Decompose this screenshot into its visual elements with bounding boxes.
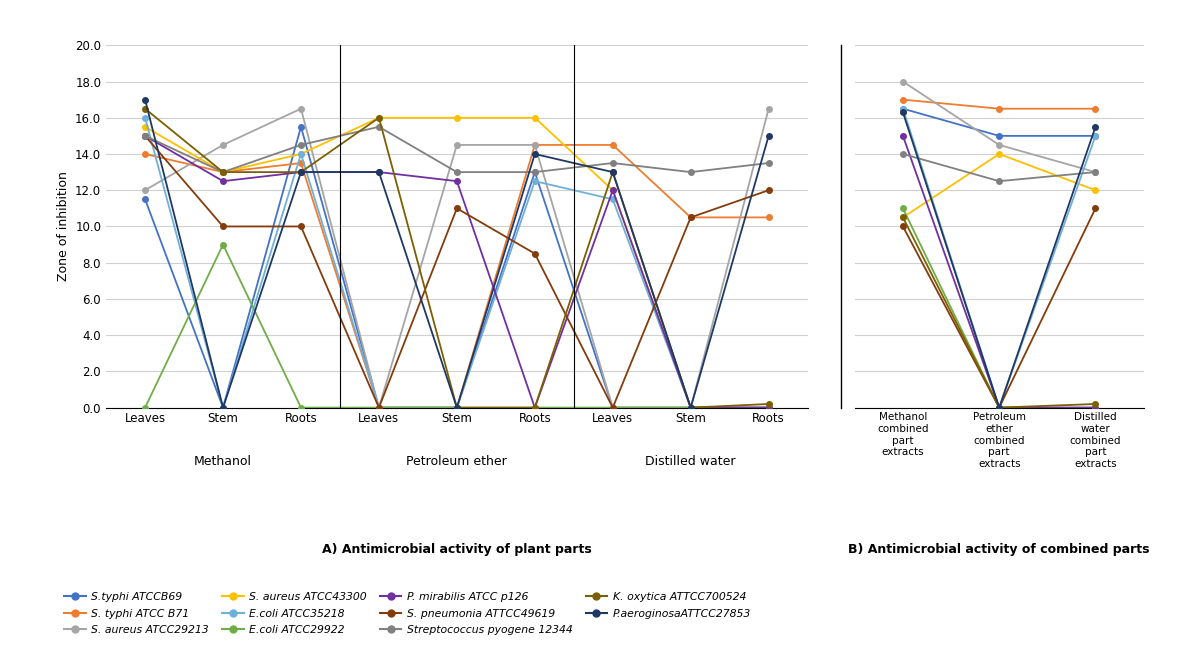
Y-axis label: Zone of inhibition: Zone of inhibition [57, 171, 70, 281]
Text: Methanol: Methanol [195, 455, 252, 468]
Text: Distilled water: Distilled water [645, 455, 736, 468]
Text: B) Antimicrobial activity of combined parts: B) Antimicrobial activity of combined pa… [849, 543, 1150, 556]
Text: Petroleum ether: Petroleum ether [407, 455, 507, 468]
Legend: S.typhi ATCCB69, S. typhi ATCC B71, S. aureus ATCC29213, S. aureus ATCC43300, E.: S.typhi ATCCB69, S. typhi ATCC B71, S. a… [65, 592, 751, 635]
Text: A) Antimicrobial activity of plant parts: A) Antimicrobial activity of plant parts [322, 543, 592, 556]
